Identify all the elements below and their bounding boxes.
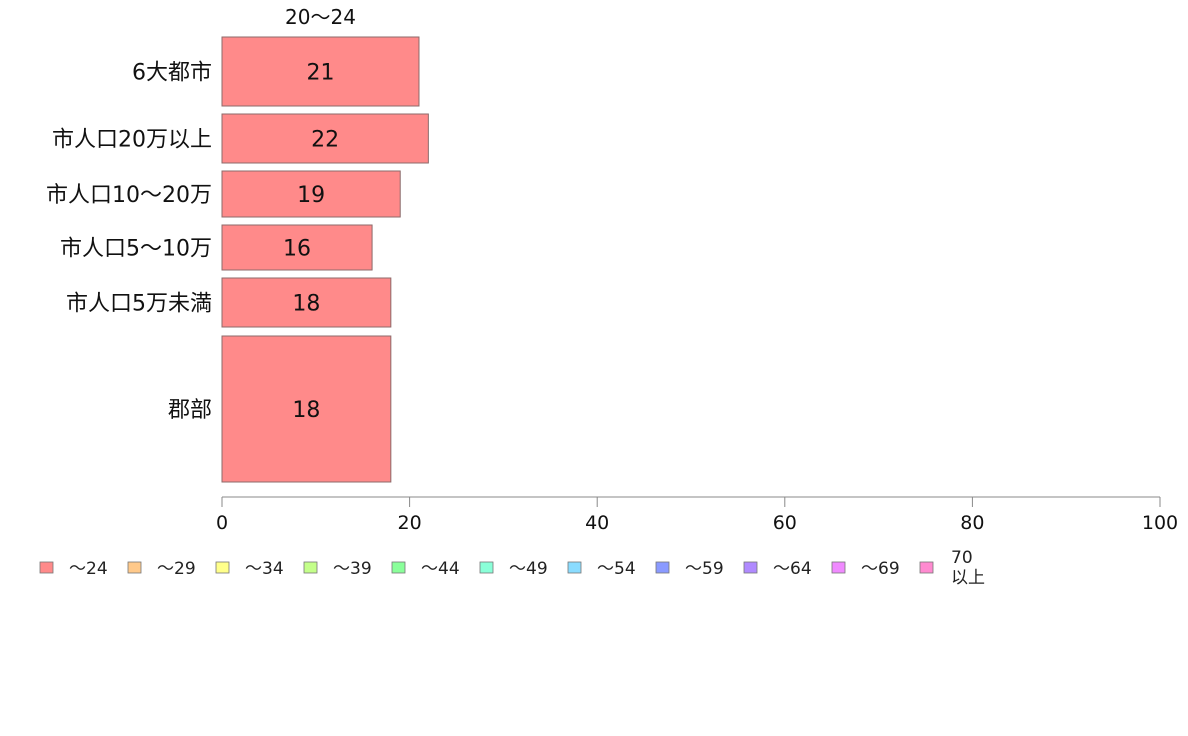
legend-label: 〜69 (861, 559, 900, 579)
legend-swatch (391, 561, 406, 574)
bars-group: 6大都市 21 市人口20万以上 22 市人口10〜20万 19 市人口5〜10万 16 市人口… (46, 36, 429, 483)
legend-swatch (567, 561, 582, 574)
data-label: 16 (283, 237, 311, 262)
x-axis: 0 20 40 60 80 100 (216, 496, 1178, 534)
legend-label: 〜49 (509, 559, 548, 579)
legend-swatch (743, 561, 758, 574)
legend-label: 〜29 (157, 559, 196, 579)
legend-swatch (655, 561, 670, 574)
legend-label: 〜44 (421, 559, 460, 579)
category-label: 市人口5万未満 (66, 292, 212, 317)
data-label: 21 (306, 61, 334, 86)
category-label: 市人口20万以上 (52, 128, 212, 153)
bar (221, 277, 392, 328)
category-label: 市人口5〜10万 (60, 237, 212, 262)
x-tick-label: 100 (1142, 512, 1178, 534)
legend-swatch (303, 561, 318, 574)
legend-swatch (39, 561, 54, 574)
chart-title: 20〜24 (285, 5, 356, 29)
bar (221, 224, 373, 271)
x-tick-label: 80 (960, 512, 984, 534)
category-label: 市人口10〜20万 (46, 183, 212, 208)
category-label: 郡部 (168, 398, 212, 423)
legend-label: 〜39 (333, 559, 372, 579)
data-label: 19 (297, 183, 325, 208)
legend-label: 〜34 (245, 559, 284, 579)
bar (221, 113, 429, 164)
bar (221, 335, 392, 483)
data-label: 18 (292, 292, 320, 317)
legend-label: 70 以上 (951, 548, 985, 588)
data-label: 18 (292, 398, 320, 423)
legend-label: 〜59 (685, 559, 724, 579)
category-label: 6大都市 (132, 61, 212, 86)
legend-swatch (127, 561, 142, 574)
legend-swatch (215, 561, 230, 574)
x-tick-label: 60 (773, 512, 797, 534)
legend-swatch (831, 561, 846, 574)
legend: 〜24 〜29 〜34 〜39 〜44 〜49 〜54 〜59 〜64 〜69 70 以上 (39, 548, 985, 588)
bar (221, 36, 420, 107)
bar (221, 170, 401, 218)
legend-label: 〜24 (69, 559, 108, 579)
legend-swatch (919, 561, 934, 574)
legend-label: 〜54 (597, 559, 636, 579)
x-tick-label: 40 (585, 512, 609, 534)
legend-swatch (479, 561, 494, 574)
x-tick-label: 20 (398, 512, 422, 534)
x-tick-label: 0 (216, 512, 228, 534)
legend-label: 〜64 (773, 559, 812, 579)
data-label: 22 (311, 128, 339, 153)
